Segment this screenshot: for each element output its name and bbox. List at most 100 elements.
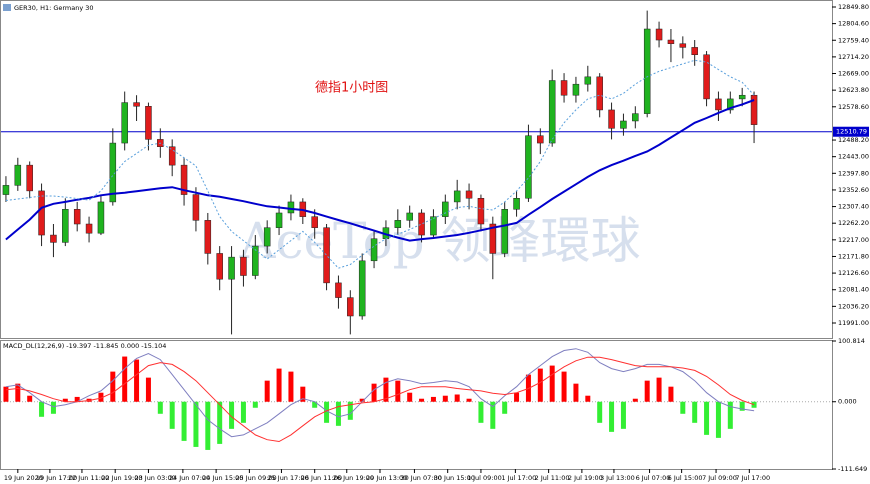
x-tick-label: 24 Jun 07:00 <box>169 474 210 482</box>
histogram-bar <box>656 377 662 402</box>
candle-body <box>335 282 342 298</box>
candle-body <box>228 256 235 280</box>
indicator-line <box>5 59 755 269</box>
histogram-bar <box>335 401 341 426</box>
candle-body <box>2 185 10 195</box>
histogram-bar <box>680 401 686 414</box>
y-tick-label: 12849.80 <box>838 3 869 11</box>
histogram-bar <box>644 380 650 402</box>
candle-body <box>192 194 200 221</box>
symbol-icon <box>3 4 11 11</box>
histogram-bar <box>98 392 104 402</box>
indicator-line <box>5 356 755 443</box>
candle-body <box>442 201 449 217</box>
candle-body <box>358 260 366 317</box>
histogram-bar <box>50 401 56 414</box>
candle-body <box>667 39 675 44</box>
histogram-bar <box>145 377 151 402</box>
candle-body <box>263 227 271 247</box>
y-tick-label: 12352.60 <box>838 186 869 194</box>
histogram-bar <box>573 383 579 402</box>
histogram-bar <box>407 392 413 402</box>
histogram-bar <box>419 398 425 402</box>
histogram-bar <box>252 401 258 408</box>
histogram-bar <box>110 371 116 402</box>
histogram-bar <box>537 368 543 402</box>
histogram-bar <box>193 401 199 447</box>
macd-panel <box>0 340 833 470</box>
candle-body <box>430 216 437 236</box>
histogram-bar <box>15 383 21 402</box>
histogram-bar <box>229 401 235 429</box>
histogram-bar <box>217 401 223 444</box>
candle-body <box>572 83 580 96</box>
candle-body <box>703 54 710 100</box>
y-tick-label: -111.649 <box>838 465 867 473</box>
candle-body <box>750 94 758 125</box>
histogram-bar <box>609 401 615 432</box>
candle-body <box>370 238 378 262</box>
y-tick-label: 12443.00 <box>838 153 869 161</box>
y-tick-label: 12488.20 <box>838 136 869 144</box>
candle-body <box>537 135 544 144</box>
histogram-bar <box>549 365 555 402</box>
candle-body <box>453 190 461 203</box>
x-tick-label: 26 Jun 19:00 <box>333 474 374 482</box>
candle-body <box>715 98 722 111</box>
y-tick-label: 12804.60 <box>838 20 869 28</box>
y-tick-label: 0.000 <box>838 398 857 406</box>
histogram-bar <box>478 401 484 423</box>
current-price-label: 12510.79 <box>836 128 867 136</box>
histogram-bar <box>205 401 211 450</box>
x-tick-label: 2 Jul 11:00 <box>535 474 570 482</box>
histogram-bar <box>561 371 567 402</box>
candle-body <box>204 220 212 254</box>
candle-body <box>738 94 746 100</box>
candle-body <box>311 216 318 228</box>
candle-body <box>489 223 497 254</box>
histogram-bar <box>359 398 365 402</box>
candle-body <box>50 234 57 243</box>
histogram-bar <box>466 398 472 402</box>
y-tick-label: 12307.40 <box>838 203 869 211</box>
histogram-bar <box>134 359 140 402</box>
candle-body <box>406 212 413 221</box>
candle-body <box>679 43 687 48</box>
candle-body <box>240 256 247 276</box>
histogram-bar <box>347 401 353 420</box>
candle-body <box>180 164 188 195</box>
candle-body <box>14 164 22 186</box>
candle-body <box>394 220 402 228</box>
candle-body <box>560 80 568 96</box>
candle-body <box>216 253 223 280</box>
x-tick-label: 25 Jun 09:00 <box>235 474 276 482</box>
histogram-bar <box>597 401 603 423</box>
annotation: 德指1小时图 <box>315 81 388 96</box>
candle-body <box>145 106 152 140</box>
candle-body <box>608 109 615 129</box>
x-tick-label: 25 Jun 17:00 <box>267 474 308 482</box>
histogram-bar <box>692 401 698 423</box>
candle-body <box>287 201 295 214</box>
x-tick-label: 23 Jun 03:00 <box>134 474 175 482</box>
candle-body <box>62 209 69 243</box>
histogram-bar <box>704 401 710 435</box>
histogram-bar <box>62 398 68 402</box>
x-tick-label: 29 Jun 13:00 <box>366 474 407 482</box>
y-tick-label: 12081.40 <box>838 286 869 294</box>
candle-body <box>97 201 105 234</box>
histogram-bar <box>157 401 163 414</box>
candle-body <box>121 102 128 144</box>
histogram-bar <box>371 383 377 402</box>
histogram-bar <box>454 394 460 402</box>
y-tick-label: 12262.20 <box>838 219 869 227</box>
x-tick-label: 30 Jun 15:00 <box>434 474 475 482</box>
candle-body <box>26 164 33 192</box>
histogram-bar <box>74 396 80 402</box>
current-price-box <box>833 126 869 137</box>
candle-body <box>133 102 140 107</box>
candle-body <box>727 98 734 111</box>
candle-body <box>347 297 354 317</box>
x-tick-label: 26 Jun 11:00 <box>301 474 342 482</box>
